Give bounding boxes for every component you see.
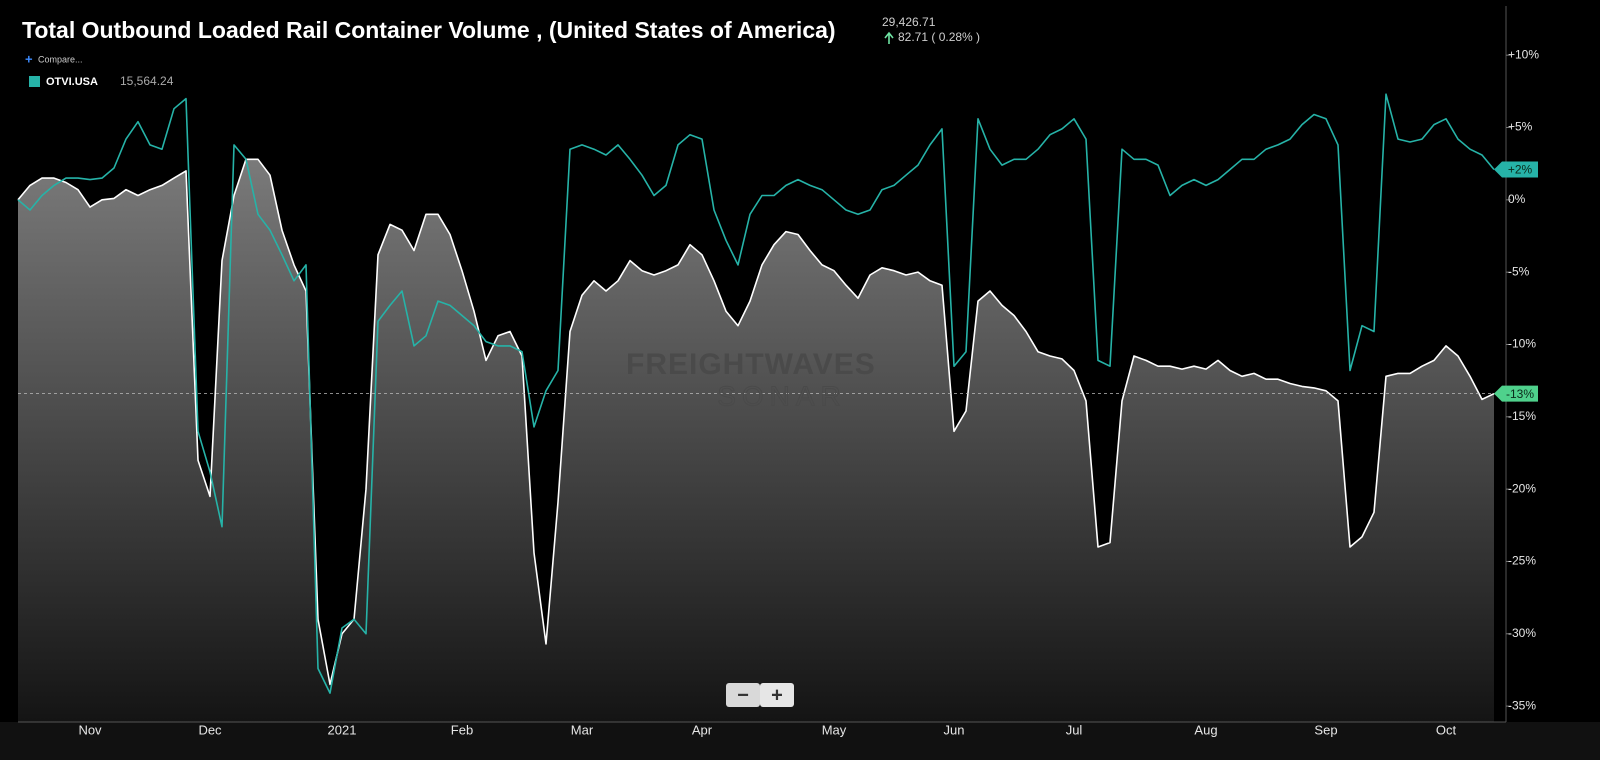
y-tick-label: -5% — [1508, 264, 1530, 278]
x-tick-label: Oct — [1436, 722, 1457, 737]
legend-label: OTVI.USA — [46, 76, 98, 88]
x-tick-label: Sep — [1314, 722, 1337, 737]
last-value-tag — [1494, 161, 1538, 178]
y-tick-label: -25% — [1508, 554, 1536, 568]
plot-area — [17, 93, 1500, 723]
legend-swatch — [29, 76, 40, 87]
header-value: 29,426.71 — [882, 15, 936, 29]
y-tick-label: -15% — [1508, 409, 1536, 423]
up-arrow — [884, 31, 894, 44]
area-fill — [18, 159, 1494, 723]
chart-title: Total Outbound Loaded Rail Container Vol… — [22, 17, 836, 43]
x-tick-label: Dec — [198, 722, 222, 737]
last-value-label: -13% — [1506, 387, 1534, 401]
zoom-in-button[interactable] — [760, 683, 794, 707]
y-tick-label: -10% — [1508, 337, 1536, 351]
x-tick-label: Aug — [1194, 722, 1217, 737]
last-value-tag — [1494, 385, 1538, 402]
x-tick-label: Jul — [1066, 722, 1083, 737]
x-tick-label: Mar — [571, 722, 594, 737]
y-tick-label: 0% — [1508, 192, 1526, 206]
series-line — [17, 93, 1495, 694]
x-tick-label: Nov — [78, 722, 102, 737]
zoom-out-label[interactable]: − — [737, 684, 749, 706]
y-tick-label: -20% — [1508, 481, 1536, 495]
y-tick-label: +10% — [1508, 47, 1539, 61]
y-tick-label: -30% — [1508, 626, 1536, 640]
x-tick-label: Apr — [692, 722, 713, 737]
compare-icon[interactable]: + — [25, 51, 33, 66]
y-tick-label: +5% — [1508, 120, 1533, 134]
zoom-controls: − + — [726, 683, 794, 707]
zoom-out-button[interactable] — [726, 683, 760, 707]
legend-value: 15,564.24 — [120, 74, 174, 88]
y-tick-label: -35% — [1508, 698, 1536, 712]
x-axis-band — [0, 722, 1600, 760]
series-line — [17, 158, 1495, 686]
watermark: FREIGHTWAVES — [626, 348, 876, 381]
compare-link[interactable]: Compare... — [38, 54, 83, 64]
watermark: SONAR — [717, 380, 847, 411]
x-tick-label: May — [822, 722, 847, 737]
x-tick-label: 2021 — [328, 722, 357, 737]
x-tick-label: Jun — [944, 722, 965, 737]
x-tick-label: Feb — [451, 722, 473, 737]
legend: OTVI.USA 15,564.24 — [29, 74, 174, 88]
last-value-label: +2% — [1508, 163, 1533, 177]
zoom-in-label[interactable]: + — [771, 684, 783, 706]
header-change: 82.71 ( 0.28% ) — [898, 30, 980, 44]
